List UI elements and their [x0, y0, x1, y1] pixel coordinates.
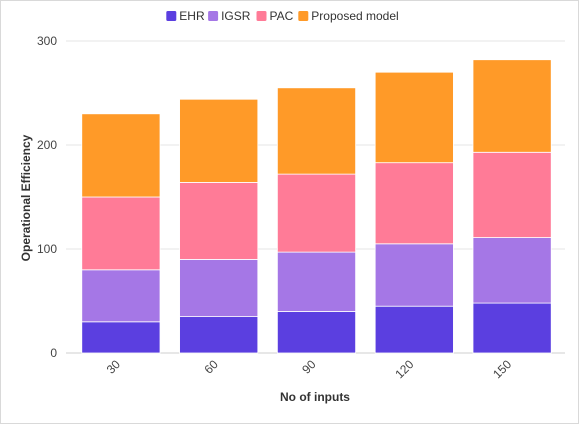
legend-swatch — [298, 11, 309, 21]
bar-segment-ehr — [472, 302, 552, 354]
bar-segment-proposed-model — [179, 98, 259, 183]
legend-swatch — [208, 11, 219, 21]
bar-segment-igsr — [472, 237, 552, 304]
bar-segment-pac — [374, 162, 454, 245]
bar-segment-proposed-model — [276, 87, 357, 175]
bar-segment-ehr — [374, 305, 454, 354]
y-tick-label: 100 — [37, 242, 57, 256]
bar-segment-pac — [276, 173, 357, 253]
x-axis-ticks: 30 60 90 120 150 — [104, 357, 515, 381]
x-axis-title: No of inputs — [280, 390, 350, 404]
bar-segment-ehr — [276, 310, 357, 354]
bar-segment-igsr — [179, 258, 259, 317]
bar-segment-pac — [472, 151, 552, 238]
bar-segment-ehr — [81, 321, 161, 354]
legend: EHR IGSR PAC Proposed model — [166, 9, 399, 23]
bar-segment-proposed-model — [374, 71, 454, 164]
bar-segment-igsr — [276, 251, 357, 312]
legend-label: PAC — [270, 9, 294, 23]
legend-label: IGSR — [221, 9, 251, 23]
bar-segment-pac — [179, 182, 259, 260]
x-tick-label: 120 — [392, 357, 416, 381]
legend-swatch — [166, 11, 177, 21]
bar-segment-igsr — [81, 269, 161, 323]
y-tick-label: 300 — [37, 34, 57, 48]
x-tick-label: 30 — [104, 357, 124, 377]
bar-segment-proposed-model — [472, 59, 552, 153]
y-axis-title: Operational Efficiency — [19, 134, 33, 261]
legend-label: EHR — [179, 9, 205, 23]
x-tick-label: 90 — [299, 357, 319, 377]
bar-stacks — [81, 59, 552, 354]
y-tick-label: 0 — [50, 346, 57, 360]
y-tick-label: 200 — [37, 138, 57, 152]
bar-segment-igsr — [374, 243, 454, 307]
y-axis-ticks: 0 100 200 300 — [37, 34, 57, 360]
bar-segment-proposed-model — [81, 113, 161, 198]
legend-swatch — [256, 11, 267, 21]
bar-segment-ehr — [179, 316, 259, 354]
x-tick-label: 60 — [201, 357, 221, 377]
x-tick-label: 150 — [490, 357, 514, 381]
bar-segment-pac — [81, 196, 161, 271]
legend-label: Proposed model — [311, 9, 398, 23]
